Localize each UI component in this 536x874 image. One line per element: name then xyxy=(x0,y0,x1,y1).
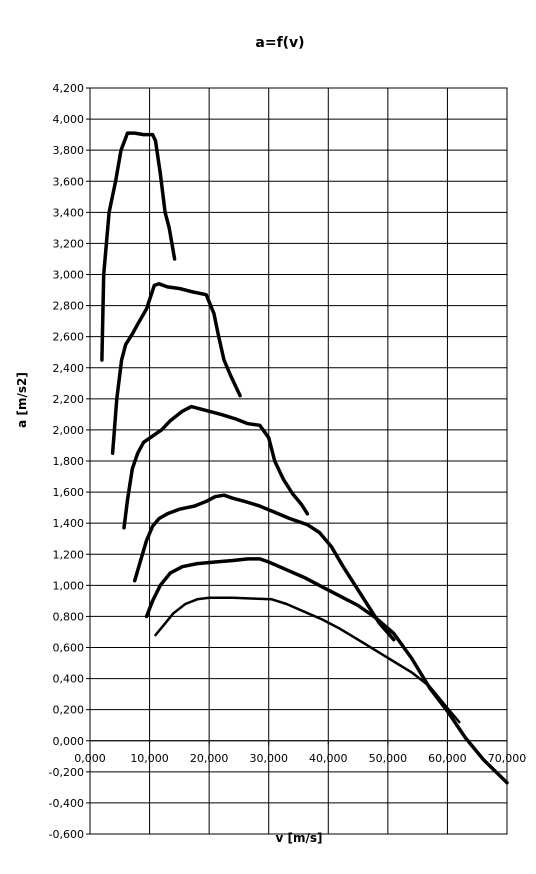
y-tick-label: 1,800 xyxy=(53,455,85,468)
x-axis-ticks: 0,000 10,000 20,000 30,000 40,000 50,000 60,00… xyxy=(74,740,527,765)
y-tick-label: 0,800 xyxy=(53,610,85,623)
y-tick-label: 2,200 xyxy=(53,393,85,406)
y-axis-ticks: 4,200 4,000 3,800 3,600 3,400 3,200 3,000 2,800… xyxy=(49,82,90,841)
x-tick-label: 50,000 xyxy=(369,752,408,765)
x-tick-label: 70,000 xyxy=(488,752,527,765)
series-line-3 xyxy=(122,404,310,530)
y-tick-label: -0,400 xyxy=(49,797,84,810)
x-tick-label: 20,000 xyxy=(190,752,229,765)
y-tick-label: -0,600 xyxy=(49,828,84,841)
series-line-1 xyxy=(100,131,177,362)
y-tick-label: 0,400 xyxy=(53,673,85,686)
y-tick-label: 4,200 xyxy=(53,82,85,95)
y-tick-label: 3,800 xyxy=(53,144,85,157)
y-tick-label: 3,600 xyxy=(53,175,85,188)
y-tick-label: 2,000 xyxy=(53,424,85,437)
series-line-4 xyxy=(132,493,396,642)
series-group xyxy=(100,131,509,785)
y-tick-label: 0,200 xyxy=(53,704,85,717)
series-line-6 xyxy=(154,596,461,724)
y-tick-label: 4,000 xyxy=(53,113,85,126)
x-tick-label: 60,000 xyxy=(428,752,467,765)
y-tick-label: 3,200 xyxy=(53,237,85,250)
y-tick-label: 2,600 xyxy=(53,331,85,344)
y-tick-label: 2,800 xyxy=(53,300,85,313)
y-tick-label: 0,600 xyxy=(53,642,85,655)
x-axis-label: v [m/s] xyxy=(276,831,323,845)
series-line-2 xyxy=(110,282,242,455)
x-tick-label: 0,000 xyxy=(74,752,106,765)
y-tick-label: 1,600 xyxy=(53,486,85,499)
y-tick-label: 2,400 xyxy=(53,362,85,375)
y-tick-label: 1,400 xyxy=(53,517,85,530)
y-tick-label: 3,400 xyxy=(53,206,85,219)
chart-title: a=f(v) xyxy=(255,35,304,51)
y-tick-label: 1,000 xyxy=(53,579,85,592)
gridlines xyxy=(89,87,508,835)
x-tick-label: 10,000 xyxy=(130,752,169,765)
y-tick-label: 3,000 xyxy=(53,269,85,282)
y-tick-label: 0,000 xyxy=(53,735,85,748)
y-tick-label: 1,200 xyxy=(53,548,85,561)
x-tick-label: 30,000 xyxy=(249,752,288,765)
y-tick-label: -0,200 xyxy=(49,766,84,779)
y-axis-label: a [m/s2] xyxy=(15,372,29,428)
x-tick-label: 40,000 xyxy=(309,752,348,765)
